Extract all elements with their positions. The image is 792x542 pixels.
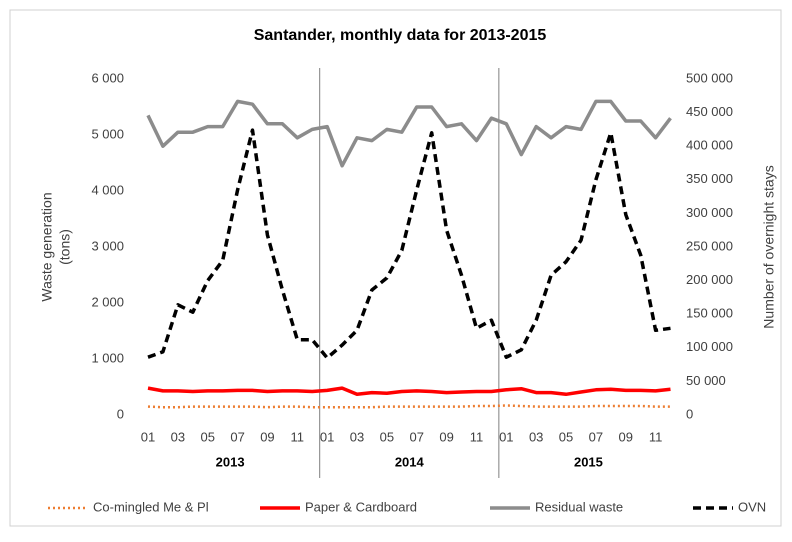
chart-frame [9, 9, 782, 527]
y2-tick-label: 450 000 [686, 104, 733, 119]
chart-title: Santander, monthly data for 2013-2015 [254, 27, 547, 44]
x-tick-label: 11 [649, 429, 663, 444]
legend-label: Residual waste [535, 499, 623, 514]
x-tick-label: 09 [619, 429, 633, 444]
y2-tick-label: 200 000 [686, 272, 733, 287]
y2-axis-title: Number of overnight stays [761, 165, 777, 328]
y2-tick-label: 400 000 [686, 138, 733, 153]
x-tick-label: 05 [200, 429, 214, 444]
y-axis-title: (tons) [57, 229, 73, 265]
legend-label: OVN [738, 499, 766, 514]
y-tick-label: 6 000 [91, 70, 124, 85]
y-tick-label: 3 000 [91, 238, 124, 253]
y2-tick-label: 500 000 [686, 70, 733, 85]
y-tick-label: 4 000 [91, 182, 124, 197]
x-tick-label: 03 [171, 429, 185, 444]
x-tick-label: 11 [291, 429, 305, 444]
series-line [147, 386, 671, 397]
x-tick-label: 01 [499, 429, 513, 444]
y-tick-label: 2 000 [91, 294, 124, 309]
year-label: 2013 [216, 454, 245, 469]
y-axis-title: Waste generation [39, 192, 55, 301]
year-label: 2015 [574, 454, 603, 469]
y2-tick-label: 150 000 [686, 306, 733, 321]
x-tick-label: 07 [589, 429, 603, 444]
y2-tick-label: 0 [686, 406, 693, 421]
x-tick-label: 07 [230, 429, 244, 444]
year-label: 2014 [395, 454, 425, 469]
x-tick-label: 03 [350, 429, 364, 444]
x-tick-label: 01 [320, 429, 334, 444]
x-tick-label: 09 [260, 429, 274, 444]
x-tick-label: 05 [559, 429, 573, 444]
x-tick-label: 05 [380, 429, 394, 444]
series-line [147, 128, 671, 360]
x-tick-label: 01 [141, 429, 155, 444]
y2-tick-label: 100 000 [686, 339, 733, 354]
x-tick-label: 11 [470, 429, 484, 444]
y2-tick-label: 350 000 [686, 171, 733, 186]
series-line [146, 99, 672, 168]
y2-tick-label: 250 000 [686, 238, 733, 253]
x-tick-label: 09 [439, 429, 453, 444]
y-tick-label: 5 000 [91, 126, 124, 141]
y-tick-label: 1 000 [91, 350, 124, 365]
y2-tick-label: 50 000 [686, 373, 726, 388]
y2-tick-label: 300 000 [686, 205, 733, 220]
legend-label: Paper & Cardboard [305, 499, 417, 514]
y-tick-label: 0 [117, 406, 124, 421]
x-tick-label: 03 [529, 429, 543, 444]
legend-label: Co-mingled Me & Pl [93, 499, 209, 514]
x-tick-label: 07 [410, 429, 424, 444]
series-line [147, 404, 671, 409]
